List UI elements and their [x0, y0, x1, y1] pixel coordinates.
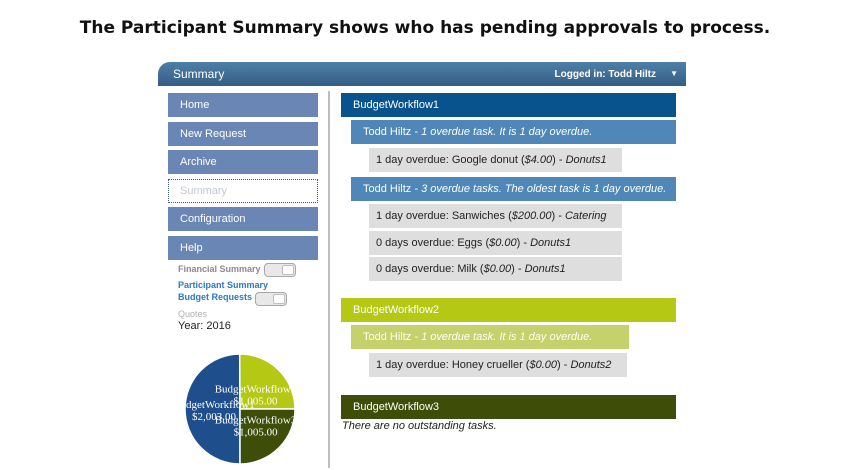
participant-row[interactable]: Todd Hiltz - 3 overdue tasks. The oldest…	[351, 177, 676, 201]
year-selector[interactable]: Year: 2016	[178, 320, 231, 332]
pie-slice-budgetworkflow3[interactable]	[239, 408, 296, 465]
task-row[interactable]: 0 days overdue: Milk ($0.00) - Donuts1	[369, 257, 622, 281]
logged-in-user[interactable]: Logged in: Todd Hiltz	[554, 69, 656, 80]
budget-pie-chart: BudgetWorkflow1$2,003.00BudgetWorkflow2$…	[184, 353, 296, 465]
workflow-header[interactable]: BudgetWorkflow1	[341, 93, 676, 117]
task-text: 1 day overdue: Sanwiches (	[376, 210, 512, 222]
participant-name: Todd Hiltz	[363, 331, 412, 343]
nav-configuration[interactable]: Configuration	[168, 207, 318, 231]
task-category: Catering	[564, 210, 607, 222]
task-separator: ) -	[511, 263, 525, 275]
pie-label-name: BudgetWorkflow2	[215, 383, 296, 395]
nav-archive[interactable]: Archive	[168, 150, 318, 174]
pie-slice-budgetworkflow2[interactable]	[238, 353, 296, 410]
task-category: Donuts1	[524, 263, 566, 275]
participant-name: Todd Hiltz	[363, 126, 412, 138]
pie-label-value: $2,003.00	[192, 411, 237, 423]
task-category: Donuts1	[530, 237, 572, 249]
pie-label-value: $1,005.00	[234, 427, 279, 439]
task-text: 0 days overdue: Milk (	[376, 263, 484, 275]
workflow-header[interactable]: BudgetWorkflow2	[341, 298, 676, 322]
nav-help[interactable]: Help	[168, 235, 318, 260]
participant-summary-option[interactable]: Participant Summary	[178, 280, 269, 290]
task-category: Donuts2	[570, 359, 612, 371]
nav-new-request[interactable]: New Request	[168, 121, 318, 146]
task-row[interactable]: 1 day overdue: Google donut ($4.00) - Do…	[369, 148, 622, 172]
task-row[interactable]: 1 day overdue: Honey crueller ($0.00) - …	[369, 353, 627, 377]
task-text: 1 day overdue: Honey crueller (	[376, 359, 530, 371]
quotes-option[interactable]: Quotes	[178, 309, 208, 319]
task-row[interactable]: 1 day overdue: Sanwiches ($200.00) - Cat…	[369, 204, 622, 228]
task-separator: ) -	[552, 154, 566, 166]
participant-summary: - 1 overdue task. It is 1 day overdue.	[411, 126, 593, 138]
no-tasks-message: There are no outstanding tasks.	[342, 420, 497, 432]
pie-label-name: BudgetWorkflow3	[215, 415, 296, 427]
task-separator: ) -	[516, 237, 531, 249]
page-caption: The Participant Summary shows who has pe…	[79, 18, 771, 38]
user-menu-chevron-down-icon[interactable]: ▼	[670, 69, 678, 78]
budget-requests-option[interactable]: Budget Requests	[178, 292, 253, 302]
task-separator: ) -	[551, 210, 565, 222]
participant-summary: - 1 overdue task. It is 1 day overdue.	[411, 331, 593, 343]
task-text: 1 day overdue: Google donut (	[376, 154, 525, 166]
header-title: Summary	[173, 67, 225, 81]
task-category: Donuts1	[565, 154, 607, 166]
nav-summary[interactable]: Summary	[168, 178, 318, 203]
budget-requests-toggle[interactable]	[255, 292, 287, 306]
participant-summary: - 3 overdue tasks. The oldest task is 1 …	[411, 183, 667, 195]
task-row[interactable]: 0 days overdue: Eggs ($0.00) - Donuts1	[369, 231, 622, 255]
financial-summary-toggle[interactable]	[264, 263, 296, 277]
task-separator: ) -	[557, 359, 571, 371]
task-amount: $4.00	[524, 154, 553, 166]
participant-row[interactable]: Todd Hiltz - 1 overdue task. It is 1 day…	[351, 325, 629, 349]
participant-name: Todd Hiltz	[363, 183, 412, 195]
task-amount: $0.00	[489, 237, 517, 249]
workflow-header[interactable]: BudgetWorkflow3	[341, 395, 676, 419]
pie-label-value: $1,005.00	[233, 395, 278, 407]
pie-slice-budgetworkflow1[interactable]	[184, 353, 241, 465]
pie-label-name: BudgetWorkflow1	[184, 399, 255, 411]
task-amount: $200.00	[511, 210, 552, 222]
content-divider	[328, 91, 330, 468]
task-amount: $0.00	[483, 263, 512, 275]
task-amount: $0.00	[529, 359, 557, 371]
sidebar-nav: Home New Request Archive Summary Configu…	[168, 93, 318, 264]
financial-summary-option[interactable]: Financial Summary	[178, 264, 261, 274]
participant-row[interactable]: Todd Hiltz - 1 overdue task. It is 1 day…	[351, 120, 676, 144]
nav-home[interactable]: Home	[168, 93, 318, 117]
task-text: 0 days overdue: Eggs (	[376, 237, 490, 249]
header-bar: Summary Logged in: Todd Hiltz ▼	[158, 62, 686, 86]
